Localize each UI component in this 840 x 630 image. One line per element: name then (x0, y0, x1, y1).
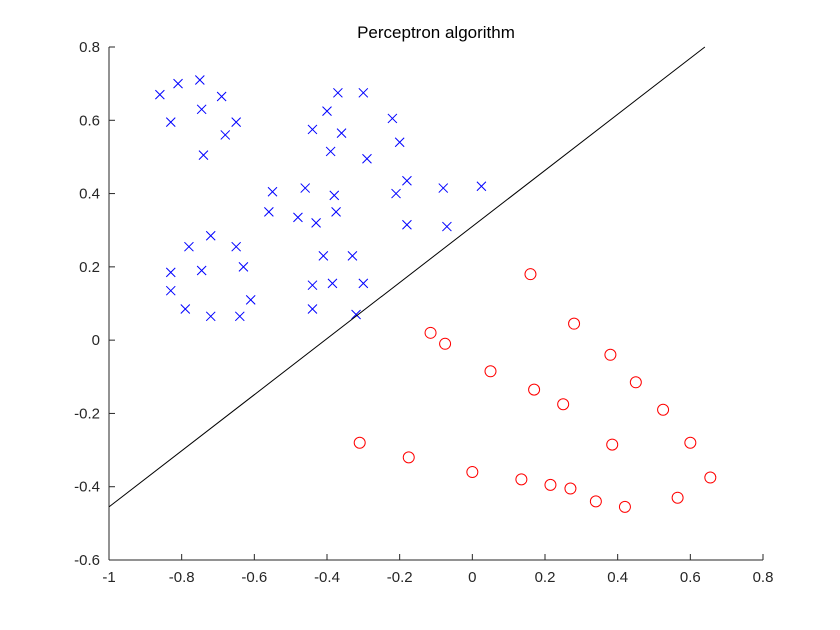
x-tick-label: 0.2 (535, 569, 556, 586)
y-tick-label: 0.4 (79, 186, 100, 203)
x-marker-point (216, 91, 227, 102)
x-tick-label: 0.4 (607, 569, 628, 586)
x-marker-point (300, 183, 311, 193)
x-marker-point (165, 267, 176, 278)
x-marker-point (198, 150, 209, 160)
x-marker-point (329, 190, 340, 201)
plot-area: -1 -0.8 -0.6 -0.4 -0.2 0 0.2 0.4 0.6 0.8 -0.6 -0.4 -… (74, 39, 773, 586)
x-marker-point (391, 188, 401, 199)
x-marker-point (231, 117, 242, 127)
y-tick-label: 0 (92, 332, 100, 349)
x-marker-point (442, 221, 452, 232)
x-marker-point (220, 130, 231, 140)
circle-marker-point (557, 398, 570, 411)
x-marker-point (476, 181, 487, 192)
x-marker-point (402, 219, 412, 230)
x-marker-point (402, 175, 412, 186)
x-marker-point (196, 265, 207, 276)
x-marker-point (234, 311, 245, 322)
x-marker-point (245, 294, 256, 305)
x-tick-label: -0.4 (314, 569, 340, 586)
x-marker-point (318, 251, 329, 261)
decision-boundary-line (108, 46, 706, 508)
x-marker-point (307, 304, 318, 314)
x-marker-point (322, 106, 332, 116)
x-marker-point (358, 87, 369, 98)
x-marker-point (231, 241, 242, 252)
x-marker-point (155, 89, 165, 100)
circle-marker-point (657, 403, 670, 416)
x-marker-point (267, 186, 278, 197)
circle-marker-point (524, 268, 537, 281)
x-marker-point (394, 137, 405, 148)
x-marker-point (165, 117, 176, 127)
x-marker-point (336, 128, 347, 138)
x-marker-point (293, 212, 303, 223)
x-marker-point (238, 262, 249, 272)
circle-marker-point (629, 376, 642, 389)
x-marker-point (194, 75, 205, 85)
circle-marker-point (424, 326, 437, 339)
x-marker-point (347, 251, 358, 261)
x-marker-point (184, 241, 194, 252)
circle-marker-point (466, 466, 479, 479)
x-tick-label: 0.8 (753, 569, 774, 586)
circle-marker-point (564, 482, 577, 495)
x-marker-point (325, 146, 336, 157)
circle-marker-point (484, 365, 497, 378)
circle-marker-point (684, 436, 697, 449)
circle-marker-point (353, 436, 366, 449)
x-marker-point (307, 124, 318, 135)
x-marker-point (362, 153, 372, 164)
x-tick-label: -0.2 (387, 569, 413, 586)
x-marker-point (180, 304, 191, 314)
x-marker-point (331, 207, 341, 217)
y-tick-label: -0.4 (74, 479, 100, 496)
circle-marker-point (618, 500, 631, 513)
x-marker-point (205, 230, 216, 241)
circle-marker-point (402, 451, 415, 464)
x-marker-point (438, 183, 449, 193)
circle-marker-point (671, 491, 684, 504)
circle-marker-point (704, 471, 717, 484)
circle-marker-point (515, 473, 528, 486)
x-tick-label: 0.6 (680, 569, 701, 586)
x-marker-point (173, 78, 183, 89)
circle-marker-point (606, 438, 619, 451)
y-tick-label: 0.2 (79, 259, 100, 276)
x-tick-label: -0.8 (169, 569, 195, 586)
y-tick-label: 0.6 (79, 112, 100, 129)
x-marker-point (196, 104, 207, 115)
x-marker-point (205, 311, 216, 322)
x-marker-point (311, 218, 321, 228)
x-tick-label: 0 (468, 569, 476, 586)
circle-marker-point (589, 495, 602, 508)
chart-title: Perceptron algorithm (357, 23, 515, 42)
x-tick-label: -1 (102, 569, 115, 586)
circle-marker-point (604, 348, 617, 361)
x-marker-point (351, 309, 361, 320)
x-marker-point (333, 87, 343, 98)
y-tick-label: -0.2 (74, 405, 100, 422)
circle-marker-point (439, 337, 452, 350)
circle-marker-point (568, 317, 581, 330)
circle-marker-point (544, 478, 557, 491)
x-marker-point (327, 278, 338, 289)
x-marker-point (358, 278, 369, 289)
circle-marker-point (528, 383, 541, 396)
y-tick-label: -0.6 (74, 552, 100, 569)
x-marker-point (264, 207, 274, 217)
x-tick-label: -0.6 (241, 569, 267, 586)
x-marker-point (307, 280, 318, 291)
x-marker-point (165, 285, 176, 296)
x-marker-point (387, 113, 398, 124)
y-tick-label: 0.8 (79, 39, 100, 56)
